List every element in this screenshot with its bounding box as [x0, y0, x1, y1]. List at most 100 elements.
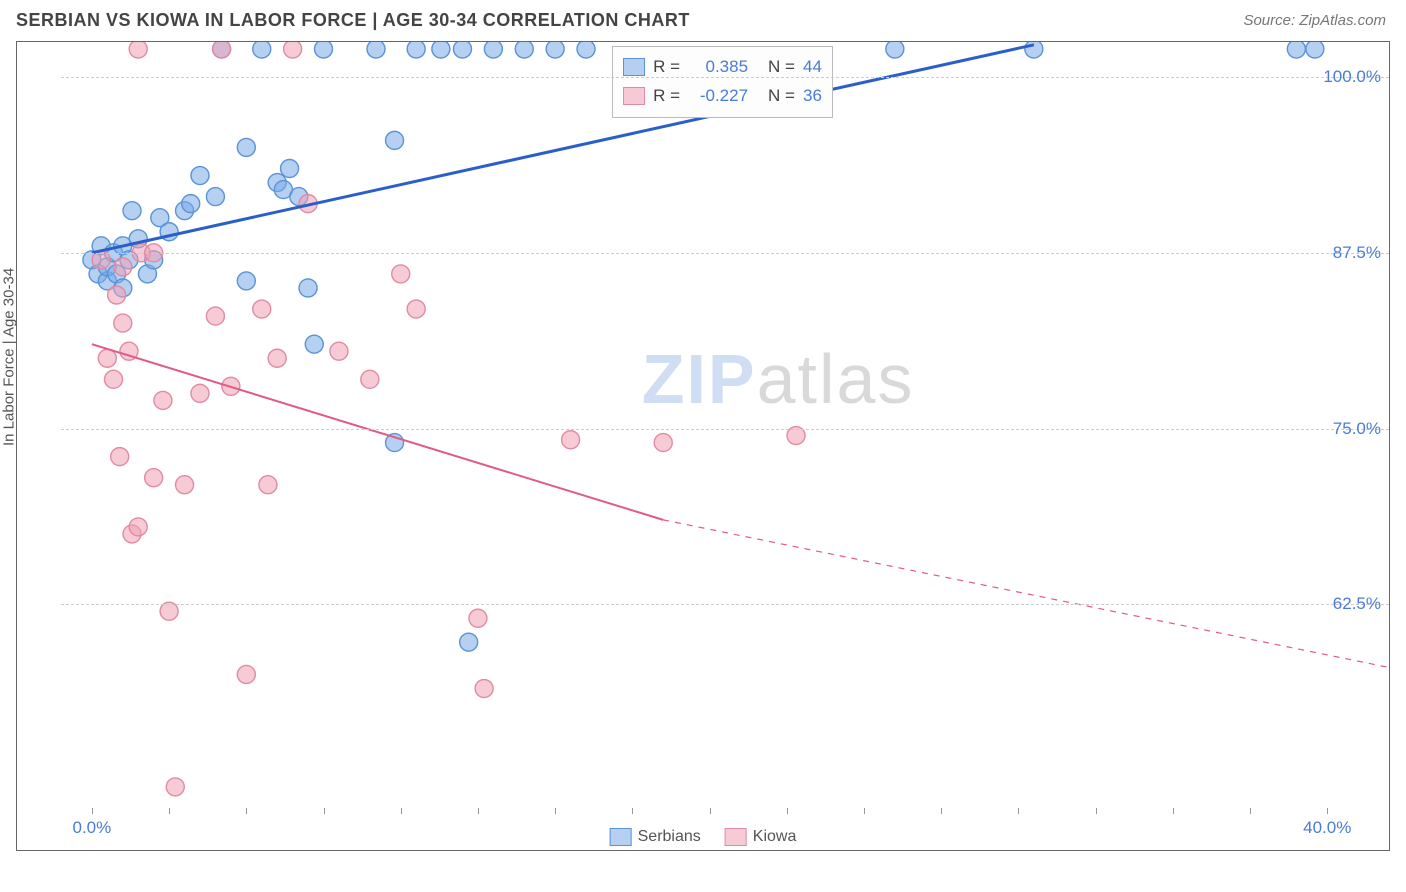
- x-tick: [710, 808, 711, 814]
- data-point: [129, 518, 147, 536]
- x-tick: [169, 808, 170, 814]
- data-point: [361, 370, 379, 388]
- data-point: [145, 469, 163, 487]
- data-point: [484, 42, 502, 58]
- data-point: [166, 778, 184, 796]
- legend-swatch: [610, 828, 632, 846]
- data-point: [407, 42, 425, 58]
- y-tick-label: 100.0%: [1323, 67, 1381, 87]
- data-point: [305, 335, 323, 353]
- data-point: [469, 609, 487, 627]
- data-point: [253, 42, 271, 58]
- x-tick: [1250, 808, 1251, 814]
- data-point: [515, 42, 533, 58]
- data-point: [367, 42, 385, 58]
- x-tick: [1327, 808, 1328, 814]
- data-point: [129, 42, 147, 58]
- data-point: [886, 42, 904, 58]
- data-point: [475, 680, 493, 698]
- x-tick: [1096, 808, 1097, 814]
- trend-line: [92, 344, 663, 520]
- data-point: [105, 370, 123, 388]
- x-tick: [92, 808, 93, 814]
- data-point: [407, 300, 425, 318]
- y-tick-label: 62.5%: [1333, 594, 1381, 614]
- data-point: [268, 349, 286, 367]
- x-tick: [941, 808, 942, 814]
- x-tick: [401, 808, 402, 814]
- data-point: [386, 131, 404, 149]
- legend-swatch: [725, 828, 747, 846]
- data-point: [299, 279, 317, 297]
- x-tick-label: 40.0%: [1303, 818, 1351, 838]
- data-point: [98, 349, 116, 367]
- data-point: [213, 42, 231, 58]
- data-point: [154, 391, 172, 409]
- data-point: [453, 42, 471, 58]
- data-point: [315, 42, 333, 58]
- data-point: [191, 384, 209, 402]
- data-point: [114, 314, 132, 332]
- legend-label: Kiowa: [753, 828, 797, 846]
- data-point: [176, 476, 194, 494]
- gridline: [61, 77, 1389, 78]
- data-point: [460, 633, 478, 651]
- data-point: [284, 42, 302, 58]
- data-point: [114, 258, 132, 276]
- data-point: [182, 195, 200, 213]
- y-axis-label: In Labor Force | Age 30-34: [1, 268, 18, 446]
- data-point: [237, 138, 255, 156]
- data-point: [546, 42, 564, 58]
- y-tick-label: 75.0%: [1333, 419, 1381, 439]
- data-point: [562, 431, 580, 449]
- x-tick: [1173, 808, 1174, 814]
- data-point: [1287, 42, 1305, 58]
- data-point: [577, 42, 595, 58]
- chart-source: Source: ZipAtlas.com: [1243, 12, 1386, 29]
- data-point: [206, 188, 224, 206]
- data-point: [237, 272, 255, 290]
- data-point: [432, 42, 450, 58]
- x-tick: [787, 808, 788, 814]
- legend-swatch: [623, 87, 645, 105]
- data-point: [259, 476, 277, 494]
- plot-area: ZIPatlas R =0.385N =44R =-0.227N =36 0.0…: [61, 42, 1389, 808]
- data-point: [654, 434, 672, 452]
- data-point: [1306, 42, 1324, 58]
- gridline: [61, 253, 1389, 254]
- data-point: [330, 342, 348, 360]
- data-point: [108, 286, 126, 304]
- x-tick: [246, 808, 247, 814]
- trend-line-extended: [663, 520, 1389, 668]
- legend-n-value: 36: [803, 82, 822, 111]
- series-legend: Serbians Kiowa: [610, 828, 797, 846]
- legend-swatch: [623, 58, 645, 76]
- data-point: [392, 265, 410, 283]
- gridline: [61, 604, 1389, 605]
- legend-row: R = -0.227 N = 36: [623, 82, 822, 111]
- x-tick: [478, 808, 479, 814]
- data-point: [111, 448, 129, 466]
- correlation-legend: R =0.385N =44R =-0.227N =36: [612, 46, 833, 118]
- data-point: [191, 167, 209, 185]
- data-point: [281, 159, 299, 177]
- legend-label: Serbians: [638, 828, 701, 846]
- data-point: [253, 300, 271, 318]
- legend-n-label: N =: [768, 82, 795, 111]
- gridline: [61, 429, 1389, 430]
- y-tick-label: 87.5%: [1333, 243, 1381, 263]
- trend-line: [92, 45, 1034, 253]
- chart-container: In Labor Force | Age 30-34 ZIPatlas R =0…: [16, 41, 1390, 851]
- x-tick-label: 0.0%: [73, 818, 112, 838]
- scatter-plot-svg: [61, 42, 1389, 808]
- data-point: [237, 665, 255, 683]
- legend-item: Serbians: [610, 828, 701, 846]
- legend-r-value: -0.227: [688, 82, 748, 111]
- data-point: [123, 202, 141, 220]
- x-tick: [324, 808, 325, 814]
- x-tick: [632, 808, 633, 814]
- chart-title: SERBIAN VS KIOWA IN LABOR FORCE | AGE 30…: [16, 10, 690, 31]
- x-tick: [1018, 808, 1019, 814]
- data-point: [206, 307, 224, 325]
- legend-r-label: R =: [653, 82, 680, 111]
